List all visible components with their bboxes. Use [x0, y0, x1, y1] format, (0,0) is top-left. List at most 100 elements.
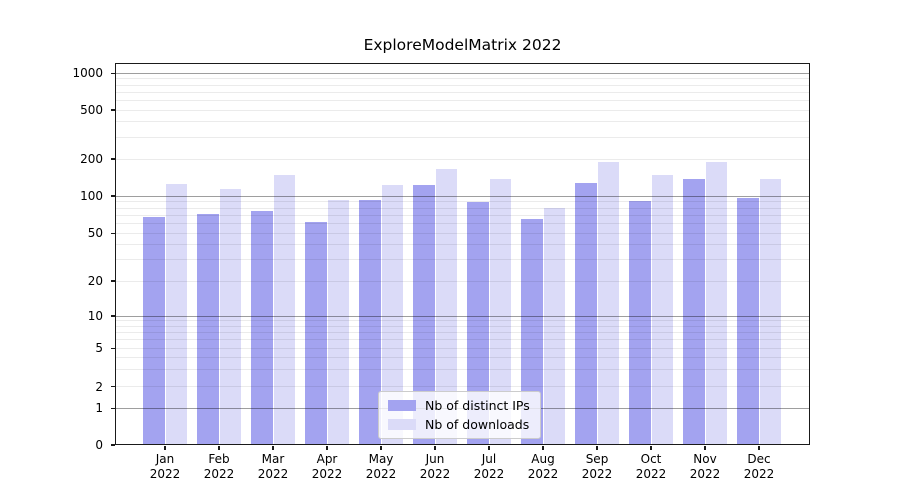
x-tick-oct [650, 446, 652, 450]
gridline-20 [115, 280, 810, 282]
y-tick-0 [111, 444, 115, 446]
x-tick-label-dec: Dec 2022 [743, 452, 775, 481]
bar-distinct-ips-oct [629, 201, 651, 445]
gridline-100 [115, 195, 810, 197]
y-tick-20 [111, 280, 115, 282]
bar-distinct-ips-sep [575, 183, 597, 445]
bar-distinct-ips-nov [683, 178, 705, 445]
x-tick-nov [704, 446, 706, 450]
y-tick-2 [111, 386, 115, 388]
bar-distinct-ips-jan [143, 216, 165, 445]
bar-downloads-may [381, 184, 403, 445]
bar-downloads-feb [219, 189, 241, 445]
gridline-7 [115, 332, 810, 334]
y-tick-label-5: 5 [95, 341, 103, 356]
x-tick-may [380, 446, 382, 450]
bar-distinct-ips-feb [197, 214, 219, 445]
gridline-700 [115, 91, 810, 93]
y-tick-10 [111, 315, 115, 317]
x-axis: Jan 2022 Feb 2022 Mar 2022 Apr 2022 May 2022 Jun 20… [115, 445, 810, 495]
y-tick-100 [111, 195, 115, 197]
x-tick-label-may: May 2022 [365, 452, 397, 481]
y-axis: 0 1 2 5 10 20 50 100 200 500 1000 [0, 63, 115, 452]
gridline-80 [115, 207, 810, 209]
gridline-6 [115, 339, 810, 341]
gridline-500 [115, 109, 810, 111]
bar-downloads-aug [543, 208, 565, 445]
bar-downloads-mar [273, 175, 295, 445]
gridline-70 [115, 214, 810, 216]
x-tick-label-aug: Aug 2022 [527, 452, 559, 481]
x-tick-label-feb: Feb 2022 [203, 452, 235, 481]
y-tick-1000 [111, 72, 115, 74]
bar-distinct-ips-aug [521, 219, 543, 445]
x-tick-jun [434, 446, 436, 450]
y-tick-label-1000: 1000 [72, 66, 103, 81]
gridline-4 [115, 357, 810, 359]
y-tick-label-2: 2 [95, 379, 103, 394]
bar-distinct-ips-jun [413, 184, 435, 445]
x-tick-mar [272, 446, 274, 450]
y-tick-label-100: 100 [80, 189, 103, 203]
legend-label-downloads: Nb of downloads [425, 417, 530, 432]
y-tick-label-1: 1 [95, 401, 103, 416]
bar-downloads-dec [759, 178, 781, 445]
gridline-30 [115, 259, 810, 261]
gridline-8 [115, 325, 810, 327]
gridline-900 [115, 78, 810, 80]
gridline-800 [115, 84, 810, 86]
gridline-60 [115, 222, 810, 224]
chart-title: ExploreModelMatrix 2022 [363, 36, 562, 54]
gridline-90 [115, 201, 810, 203]
legend-swatch-distinct-ips [388, 400, 416, 411]
x-tick-label-jan: Jan 2022 [149, 452, 181, 481]
legend-swatch-downloads [388, 419, 416, 430]
plot-area: Nb of distinct IPs Nb of downloads [115, 63, 810, 445]
x-tick-sep [596, 446, 598, 450]
bar-distinct-ips-jul [467, 202, 489, 445]
bar-downloads-apr [327, 199, 349, 445]
y-tick-label-0: 0 [95, 438, 103, 452]
bar-downloads-sep [597, 162, 619, 445]
y-tick-200 [111, 158, 115, 160]
y-tick-50 [111, 232, 115, 234]
x-tick-label-apr: Apr 2022 [311, 452, 343, 481]
legend-label-distinct-ips: Nb of distinct IPs [425, 398, 530, 413]
gridline-2 [115, 386, 810, 388]
x-tick-label-sep: Sep 2022 [581, 452, 613, 481]
bar-downloads-jun [435, 169, 457, 445]
bar-distinct-ips-may [359, 200, 381, 445]
x-tick-aug [542, 446, 544, 450]
gridline-600 [115, 99, 810, 101]
bar-downloads-oct [651, 174, 673, 445]
x-tick-label-jun: Jun 2022 [419, 452, 451, 481]
bar-distinct-ips-mar [251, 211, 273, 445]
legend-row-distinct-ips: Nb of distinct IPs [388, 398, 530, 413]
bar-downloads-jul [489, 178, 511, 445]
gridline-5 [115, 347, 810, 349]
x-tick-feb [218, 446, 220, 450]
y-tick-5 [111, 347, 115, 349]
y-tick-label-200: 200 [80, 152, 103, 166]
y-tick-label-10: 10 [87, 309, 103, 323]
y-tick-1 [111, 407, 115, 409]
gridline-300 [115, 136, 810, 138]
gridline-200 [115, 158, 810, 160]
x-tick-label-mar: Mar 2022 [257, 452, 289, 481]
x-tick-label-oct: Oct 2022 [635, 452, 667, 481]
gridline-40 [115, 244, 810, 246]
x-tick-dec [758, 446, 760, 450]
gridline-9 [115, 320, 810, 322]
x-tick-apr [326, 446, 328, 450]
bar-downloads-nov [705, 161, 727, 445]
y-tick-label-20: 20 [87, 274, 103, 288]
y-tick-label-50: 50 [87, 226, 103, 241]
gridline-1000 [115, 72, 810, 74]
legend-row-downloads: Nb of downloads [388, 417, 530, 432]
bar-distinct-ips-apr [305, 221, 327, 445]
legend: Nb of distinct IPs Nb of downloads [378, 391, 541, 439]
x-tick-jul [488, 446, 490, 450]
x-tick-label-jul: Jul 2022 [473, 452, 505, 481]
gridline-400 [115, 121, 810, 123]
